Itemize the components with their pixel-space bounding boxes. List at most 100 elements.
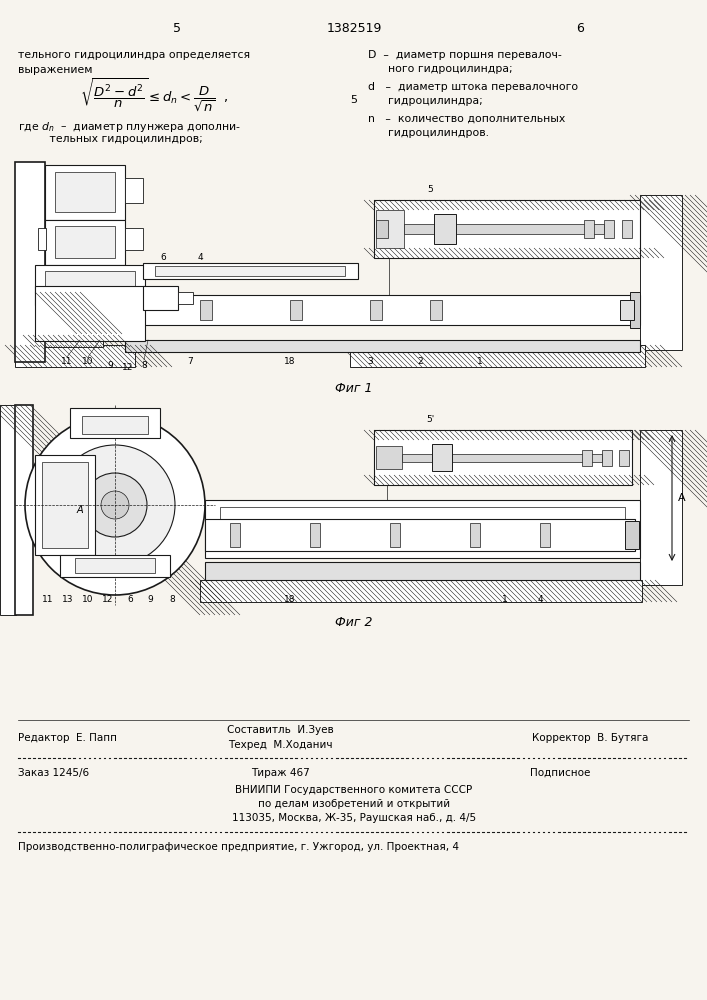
Bar [230, 523, 240, 547]
Circle shape [25, 415, 205, 595]
Text: 4: 4 [537, 595, 543, 604]
Text: гидроцилиндра;: гидроцилиндра; [388, 96, 483, 106]
Bar [374, 200, 640, 258]
Bar [38, 228, 46, 250]
Text: Редактор  Е. Папп: Редактор Е. Папп [18, 733, 117, 743]
Bar [640, 195, 682, 350]
Text: Фиг 2: Фиг 2 [335, 615, 373, 629]
Bar [45, 271, 135, 299]
Text: 12: 12 [122, 362, 134, 371]
Bar [470, 523, 480, 547]
Bar [35, 265, 145, 305]
Bar [125, 340, 640, 352]
Bar [42, 462, 88, 548]
Text: Техред  М.Ходанич: Техред М.Ходанич [228, 740, 332, 750]
Text: Подписное: Подписное [530, 768, 590, 778]
Bar [376, 220, 388, 238]
Circle shape [83, 473, 147, 537]
Text: Заказ 1245/6: Заказ 1245/6 [18, 768, 89, 778]
Text: 7: 7 [187, 358, 193, 366]
Bar [374, 430, 632, 485]
Bar [200, 580, 642, 602]
Text: 9: 9 [107, 360, 113, 369]
Bar [374, 248, 640, 258]
Text: 113035, Москва, Ж-35, Раушская наб., д. 4/5: 113035, Москва, Ж-35, Раушская наб., д. … [232, 813, 476, 823]
Bar [434, 214, 456, 244]
Text: 10: 10 [82, 358, 94, 366]
Bar [402, 454, 602, 462]
Bar [155, 266, 345, 276]
Bar [45, 165, 125, 220]
Bar [75, 558, 155, 573]
Bar [82, 416, 148, 434]
Bar [125, 178, 143, 203]
Bar [432, 444, 452, 471]
Bar [55, 226, 115, 258]
Bar [55, 172, 115, 212]
Bar [35, 455, 95, 555]
Bar [350, 345, 645, 367]
Bar [178, 292, 193, 304]
Bar [125, 288, 143, 332]
Bar [205, 527, 635, 543]
Bar [70, 408, 160, 438]
Text: 10: 10 [82, 595, 94, 604]
Text: 1382519: 1382519 [327, 21, 382, 34]
Text: 5: 5 [173, 21, 181, 34]
Bar [205, 562, 640, 580]
Text: Фиг 1: Фиг 1 [335, 381, 373, 394]
Text: 12: 12 [103, 595, 114, 604]
Text: 1: 1 [477, 358, 483, 366]
Bar [310, 523, 320, 547]
Text: Корректор  В. Бутяга: Корректор В. Бутяга [532, 733, 648, 743]
Text: тельного гидроцилиндра определяется: тельного гидроцилиндра определяется [18, 50, 250, 60]
Bar [15, 162, 45, 362]
Bar [60, 555, 170, 577]
Bar [370, 300, 382, 320]
Text: 3: 3 [367, 358, 373, 366]
Bar [430, 300, 442, 320]
Text: 5: 5 [351, 95, 358, 105]
Text: 13: 13 [62, 595, 74, 604]
Bar [622, 220, 632, 238]
Bar [582, 450, 592, 466]
Text: 18: 18 [284, 595, 296, 604]
Bar [130, 303, 640, 317]
Text: d   –  диаметр штока перевалочного: d – диаметр штока перевалочного [368, 82, 578, 92]
Text: ВНИИПИ Государственного комитета СССР: ВНИИПИ Государственного комитета СССР [235, 785, 472, 795]
Text: 8: 8 [141, 360, 147, 369]
Bar [0, 405, 16, 615]
Bar [602, 450, 612, 466]
Text: где $d_n$  –  диаметр плунжера дополни-: где $d_n$ – диаметр плунжера дополни- [18, 120, 241, 134]
Text: тельных гидроцилиндров;: тельных гидроцилиндров; [18, 134, 203, 144]
Bar [404, 224, 604, 234]
Bar [584, 220, 594, 238]
Text: А: А [76, 505, 83, 515]
Text: Тираж 467: Тираж 467 [250, 768, 310, 778]
Bar [45, 292, 65, 334]
Bar [290, 300, 302, 320]
Bar [374, 200, 640, 210]
Text: $\sqrt{\dfrac{D^2-d^2}{n}} \leq d_n < \dfrac{D}{\sqrt{n}}$  ,: $\sqrt{\dfrac{D^2-d^2}{n}} \leq d_n < \d… [80, 77, 228, 113]
Bar [376, 210, 404, 248]
Text: 5': 5' [426, 416, 434, 424]
Text: 2: 2 [417, 358, 423, 366]
Bar [143, 286, 178, 310]
Bar [15, 345, 135, 367]
Bar [374, 475, 632, 485]
Text: 5: 5 [427, 186, 433, 194]
Text: 4: 4 [197, 253, 203, 262]
Bar [640, 430, 682, 585]
Bar [35, 286, 145, 341]
Bar [205, 500, 640, 558]
Bar [125, 228, 143, 250]
Text: 18: 18 [284, 358, 296, 366]
Text: 6: 6 [576, 21, 584, 34]
Text: Производственно-полиграфическое предприятие, г. Ужгород, ул. Проектная, 4: Производственно-полиграфическое предприя… [18, 842, 459, 852]
Bar [630, 292, 640, 328]
Text: 6: 6 [160, 253, 166, 262]
Text: выражением: выражением [18, 65, 93, 75]
Text: ного гидроцилиндра;: ного гидроцилиндра; [388, 64, 513, 74]
Bar [604, 220, 614, 238]
Bar [143, 263, 358, 279]
